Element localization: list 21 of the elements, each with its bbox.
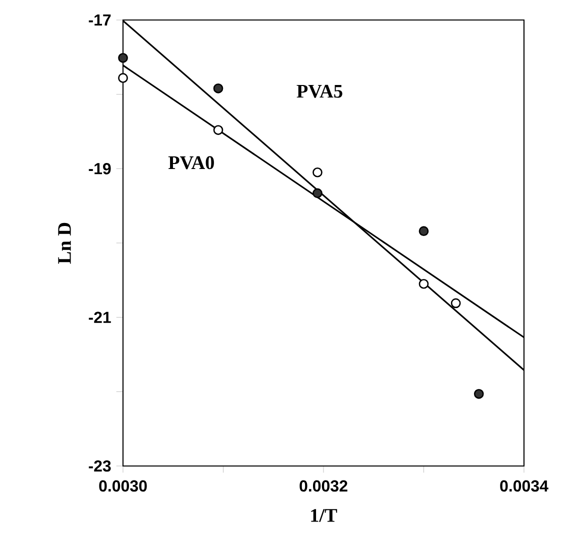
point (213, 125, 224, 135)
series-label: PVA0 (168, 156, 214, 170)
x-tick-label: 0.0032 (300, 480, 348, 492)
point (118, 52, 128, 63)
text: PVA5 (296, 84, 342, 98)
x-axis-title: 1/T (311, 509, 338, 522)
point (213, 83, 224, 94)
point (312, 188, 322, 198)
y-tick-label: -17 (88, 14, 111, 26)
point (418, 278, 429, 289)
point (312, 167, 322, 178)
x-tick-label: 0.0030 (99, 480, 147, 492)
x-tick-label: 0.0034 (500, 480, 548, 492)
point (474, 388, 484, 399)
y-tick-label: -19 (88, 163, 111, 174)
y-axis-title: Ln D (58, 222, 71, 264)
y-tick-label: -23 (88, 460, 111, 472)
y-tick-label: -21 (88, 312, 111, 323)
point (418, 226, 429, 236)
point (118, 73, 128, 83)
point (450, 298, 461, 308)
